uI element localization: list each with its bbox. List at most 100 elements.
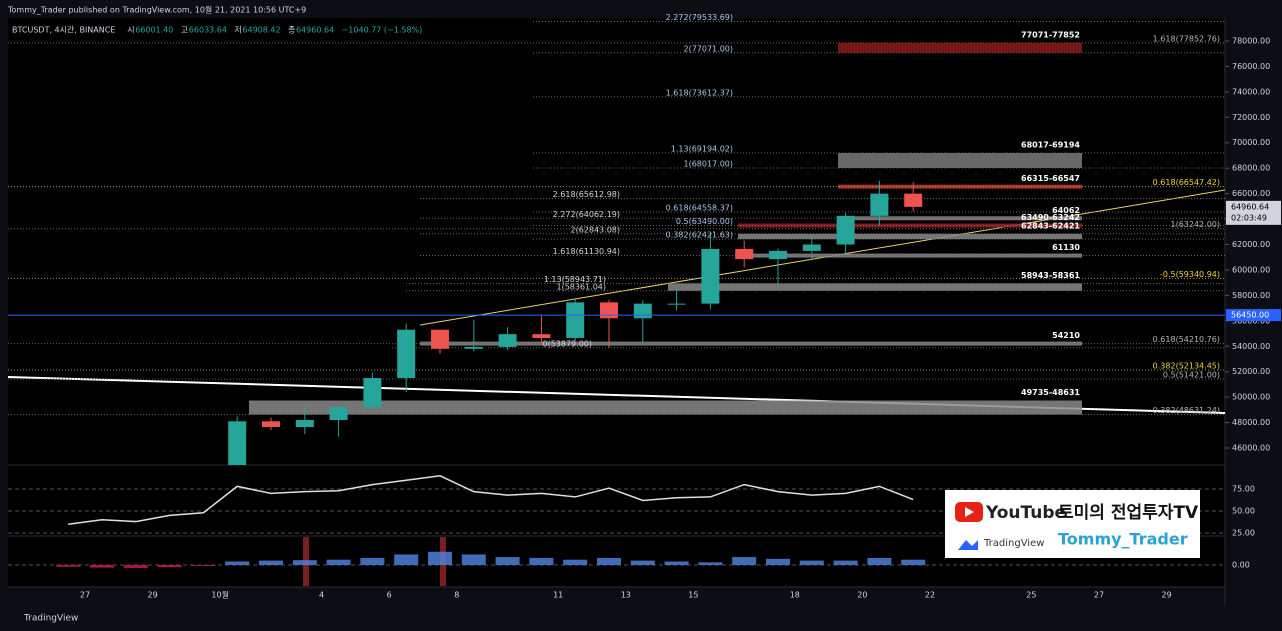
fib-label: 0.382(52134.45) (1153, 361, 1220, 370)
candle-body (769, 250, 787, 260)
symbol: BTCUSDT, 4시간, BINANCE (12, 25, 115, 35)
candle-body (228, 421, 247, 465)
candle-body (262, 421, 280, 428)
ohlc-value: 64908.42 (242, 26, 280, 35)
candle-body (802, 244, 821, 251)
zone-label: 49735-48631 (1021, 388, 1080, 397)
candle-body (836, 215, 855, 245)
fib-label: 2(77071.00) (683, 44, 733, 53)
zone-label: 62843-62421 (1021, 221, 1080, 230)
y-tick-label: 50.00 (1232, 507, 1255, 516)
y-tick-label: 60000.00 (1232, 265, 1270, 274)
macd-bar (394, 554, 419, 566)
x-tick-label: 29 (148, 591, 158, 600)
y-tick-label: 46000.00 (1232, 444, 1270, 453)
rsi-line (68, 475, 914, 525)
y-tick-label: 68000.00 (1232, 164, 1270, 173)
fib-label: 1(68017.00) (683, 159, 733, 168)
price-pane (8, 20, 1225, 465)
fib-label: 1(58361.04) (556, 282, 606, 291)
zone (420, 341, 1082, 346)
zone-label: 77071-77852 (1021, 30, 1080, 39)
macd-bar (867, 557, 892, 566)
y-tick-label: 62000.00 (1232, 240, 1270, 249)
ohlc-value: 66001.40 (135, 26, 173, 35)
y-tick-label: 78000.00 (1232, 36, 1270, 45)
y-tick-label: 70000.00 (1232, 138, 1270, 147)
macd-bar (360, 557, 385, 566)
macd-bar (901, 559, 926, 566)
watermark: YouTube 토미의 전업투자TV TradingView Tommy_Tra… (945, 490, 1200, 558)
x-tick-label: 6 (387, 591, 392, 600)
macd-bar (732, 557, 757, 566)
zone (738, 223, 1082, 228)
author-name: Tommy_Trader (1058, 530, 1188, 549)
fib-label: 0.5(63490.00) (676, 217, 733, 226)
fib-label: 0.382(62421.63) (666, 231, 733, 240)
ohlc-label: 저 (234, 26, 241, 35)
candle-body (667, 303, 686, 305)
channel-name: 토미의 전업투자TV (1058, 503, 1199, 523)
candle-body (904, 193, 923, 207)
zone-label: 66315-66547 (1021, 174, 1080, 183)
macd-bar (698, 562, 723, 566)
fib-label: 0.618(64558.37) (666, 203, 733, 212)
candle-body (633, 303, 652, 319)
macd-bar (259, 560, 283, 566)
macd-bar (225, 561, 250, 566)
candle-body (464, 346, 483, 349)
fib-label: 1.13(58943.71) (544, 275, 606, 284)
y-tick-label: 76000.00 (1232, 62, 1270, 71)
price-tag-timer: 02:03:49 (1231, 213, 1267, 222)
zone-label: 61130 (1052, 243, 1080, 252)
macd-bar (664, 561, 689, 566)
macd-bar (799, 560, 824, 566)
macd-bar (833, 560, 858, 566)
candle-body (532, 334, 551, 338)
y-tick-label: 66000.00 (1232, 189, 1270, 198)
play-icon (965, 507, 974, 517)
x-tick-label: 11 (553, 591, 563, 600)
x-tick-label: 4 (319, 591, 324, 600)
zone-label: 64062 (1052, 206, 1080, 215)
candle-body (701, 248, 720, 304)
x-tick-label: 25 (1026, 591, 1036, 600)
y-tick-label: 50000.00 (1232, 393, 1270, 402)
fib-label: 2(62843.08) (570, 225, 620, 234)
macd-bar (123, 565, 148, 569)
ohlc-value: 64960.64 (296, 26, 334, 35)
zone-label: 58943-58361 (1021, 271, 1080, 280)
price-tag-label: 64960.64 (1231, 202, 1269, 211)
macd-bar (630, 560, 655, 566)
zone-label: 63490-63242 (1021, 213, 1080, 222)
fib-label: -0.5(59340.94) (1160, 270, 1220, 279)
candle-body (735, 248, 754, 260)
y-tick-label: 52000.00 (1232, 367, 1270, 376)
macd-bar (428, 551, 452, 566)
macd-bar (292, 560, 317, 566)
ohlc-label: 종 (288, 26, 295, 35)
y-tick-label: 48000.00 (1232, 418, 1270, 427)
y-tick-label: 54000.00 (1232, 342, 1270, 351)
y-tick-label: 58000.00 (1232, 291, 1270, 300)
candle-body (600, 302, 618, 319)
x-tick-label: 27 (1094, 591, 1104, 600)
fib-label: 0.618(66547.42) (1153, 178, 1220, 187)
symbol-legend: BTCUSDT, 4시간, BINANCE 시 66001.40 고 66033.64 저… (12, 25, 422, 35)
ohlc-value: 66033.64 (189, 26, 227, 35)
fib-label: 0(53879.00) (542, 339, 592, 348)
macd-bar (529, 557, 554, 566)
fib-label: 0.5(51421.00) (1163, 371, 1220, 380)
macd-bar (597, 557, 621, 566)
candle-body (329, 407, 348, 421)
x-tick-label: 29 (1162, 591, 1172, 600)
zone (838, 153, 1082, 168)
fib-label: 2.618(65612.98) (553, 190, 620, 199)
zone (668, 283, 1082, 291)
candle-body (397, 329, 416, 379)
fib-label: 0.618(54210.76) (1153, 335, 1220, 344)
candle-body (295, 420, 314, 428)
zone (249, 400, 1082, 415)
x-tick-label: 15 (688, 591, 698, 600)
